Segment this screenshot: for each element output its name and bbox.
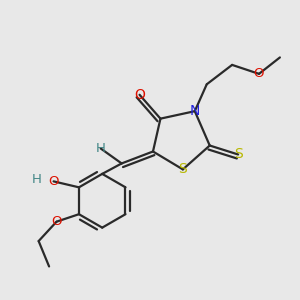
Text: O: O <box>51 215 62 228</box>
Text: H: H <box>32 173 42 186</box>
Text: O: O <box>254 68 264 80</box>
Text: H: H <box>96 142 106 155</box>
Text: O: O <box>134 88 145 102</box>
Text: N: N <box>190 104 200 118</box>
Text: S: S <box>234 148 242 161</box>
Text: S: S <box>178 162 187 176</box>
Text: O: O <box>48 175 59 188</box>
